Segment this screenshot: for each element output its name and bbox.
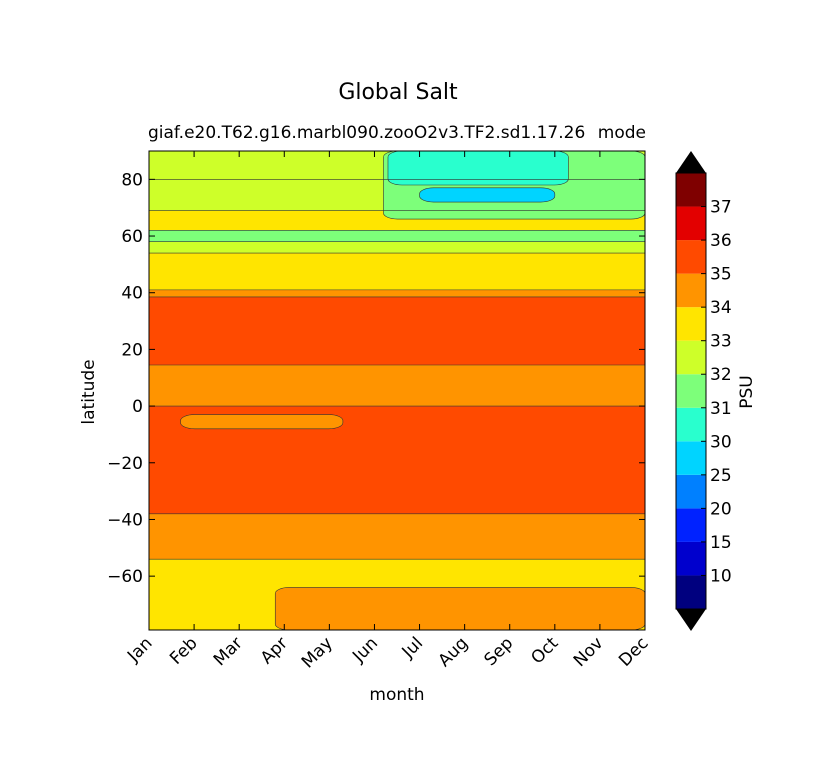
contour-band — [149, 364, 645, 407]
x-tick-label: Mar — [210, 633, 247, 670]
chart-subtitle-right: mode — [598, 123, 646, 143]
contour-feature — [387, 151, 569, 186]
colorbar-tick-label: 37 — [710, 198, 732, 218]
chart-subtitle-left: giaf.e20.T62.g16.marbl090.zooO2v3.TF2.sd… — [148, 123, 585, 143]
x-tick-label: Aug — [435, 633, 473, 671]
colorbar-tick-label: 32 — [710, 365, 732, 385]
colorbar-tick-label: 10 — [710, 566, 732, 586]
x-tick-label: Jan — [123, 633, 156, 666]
contour-feature — [180, 414, 344, 430]
colorbar: 10 15 20 25 30 31 32 33 34 35 36 37 — [675, 151, 732, 631]
chart-title: Global Salt — [338, 80, 458, 105]
y-tick-label: 0 — [132, 397, 143, 417]
colorbar-under-extension — [676, 609, 706, 631]
y-tick-label: −40 — [107, 510, 143, 530]
plot-frame — [148, 150, 646, 631]
contour-feature — [274, 587, 645, 630]
colorbar-segment — [676, 541, 706, 576]
x-tick-label: Sep — [480, 633, 517, 670]
contour-band — [149, 253, 645, 290]
colorbar-segment — [676, 307, 706, 341]
y-tick-label: 40 — [121, 284, 143, 304]
x-tick-label: May — [298, 633, 337, 672]
x-tick-label: Dec — [615, 633, 652, 670]
x-tick-label: Jun — [348, 633, 382, 667]
colorbar-over-extension — [676, 151, 706, 173]
colorbar-segment — [676, 340, 706, 375]
colorbar-segment — [676, 240, 706, 274]
colorbar-segment — [676, 206, 706, 241]
colorbar-segment — [676, 273, 706, 308]
x-tick-label: Oct — [527, 633, 562, 668]
x-tick-label: Feb — [166, 633, 201, 668]
colorbar-tick-label: 33 — [710, 332, 732, 352]
y-tick-label: 20 — [121, 340, 143, 360]
x-axis-label: month — [369, 685, 424, 705]
y-axis-label: latitude — [79, 359, 99, 424]
contour-band — [149, 230, 645, 242]
colorbar-frame — [675, 172, 707, 610]
colorbar-label: PSU — [737, 375, 757, 409]
colorbar-tick-label: 30 — [710, 432, 732, 452]
colorbar-segment — [676, 441, 706, 475]
colorbar-segment — [676, 508, 706, 542]
contour-band — [149, 241, 645, 254]
colorbar-tick-label: 20 — [710, 499, 732, 519]
colorbar-tick-label: 35 — [710, 265, 732, 285]
colorbar-tick-label: 31 — [710, 399, 732, 419]
colorbar-segment — [676, 575, 706, 609]
y-tick-label: 60 — [121, 227, 143, 247]
contour-band — [149, 513, 645, 560]
colorbar-tick-label: 15 — [710, 533, 732, 553]
colorbar-segment — [676, 374, 706, 408]
x-tick-label: Apr — [257, 633, 292, 668]
y-tick-label: −20 — [107, 454, 143, 474]
colorbar-segment — [676, 407, 706, 442]
colorbar-tick-label: 36 — [710, 231, 732, 251]
x-tick-label: Jul — [398, 633, 427, 662]
y-tick-label: 80 — [121, 170, 143, 190]
contour-band — [149, 296, 645, 365]
colorbar-tick-label: 34 — [710, 298, 732, 318]
y-tick-label: −60 — [107, 567, 143, 587]
x-tick-label: Nov — [570, 633, 608, 671]
colorbar-segment — [676, 474, 706, 509]
y-axis: 80 60 40 20 0 −20 −40 −60 — [107, 170, 645, 587]
contour-fills — [149, 151, 645, 630]
colorbar-tick-label: 25 — [710, 466, 732, 486]
contour-band — [149, 289, 645, 297]
colorbar-segment — [676, 173, 706, 207]
contour-feature — [419, 187, 556, 203]
